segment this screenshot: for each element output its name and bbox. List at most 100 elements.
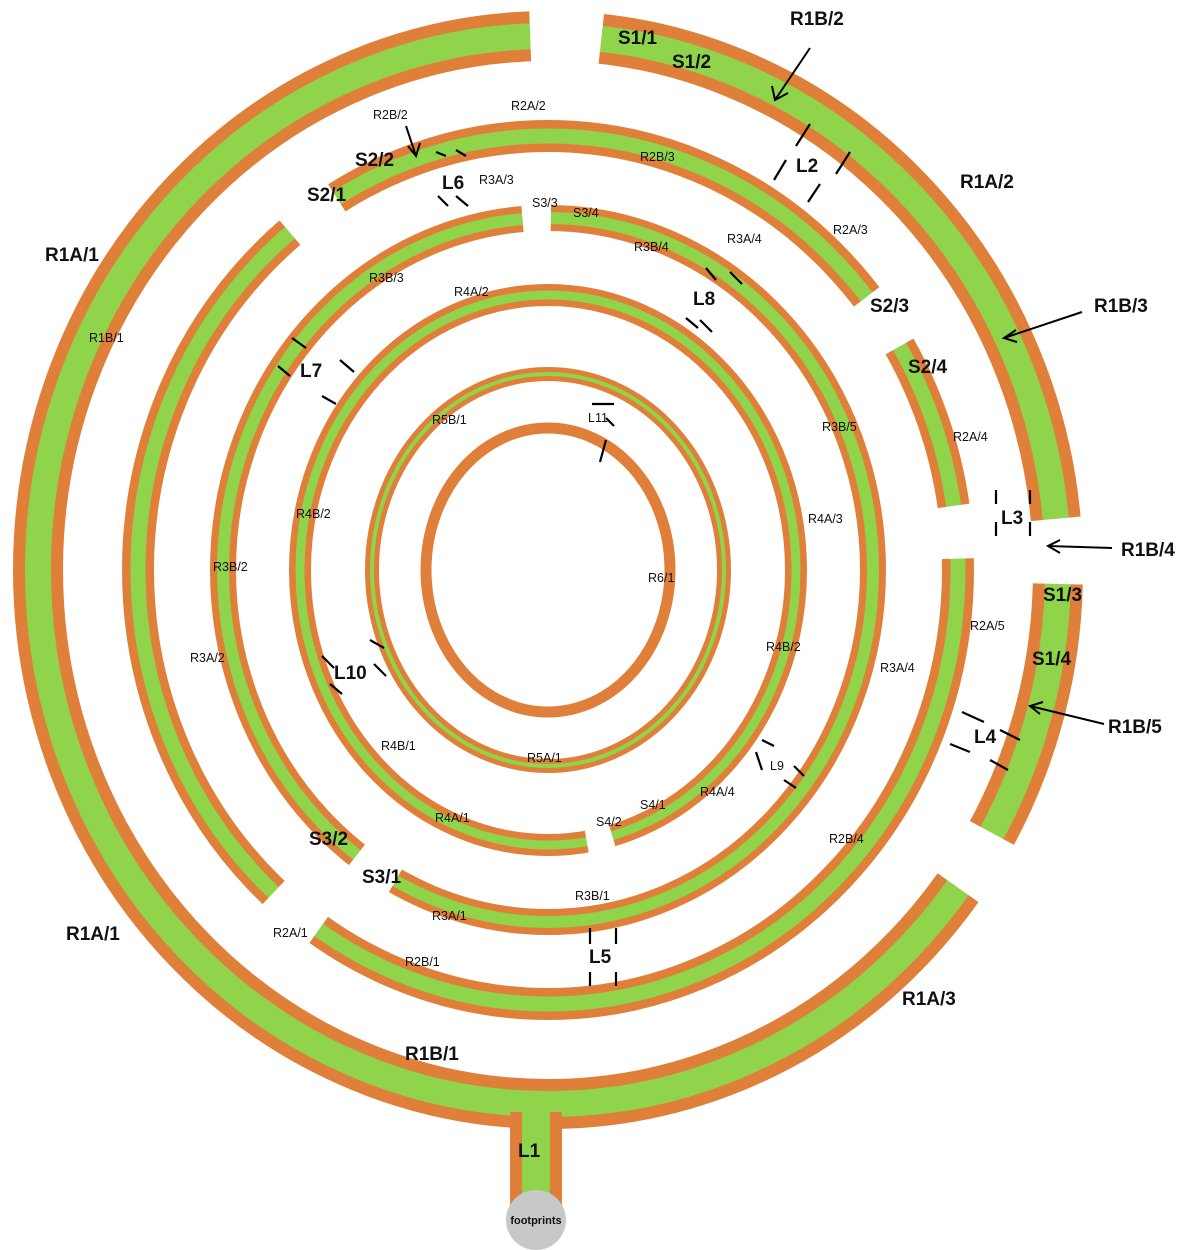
label-l5: L5 xyxy=(589,947,612,968)
link-tick-27 xyxy=(705,267,717,281)
ring-gap-6 xyxy=(934,503,977,560)
label-s3-4: S3/4 xyxy=(573,206,599,220)
link-tick-13 xyxy=(949,742,971,754)
label-r3b-1: R3B/1 xyxy=(575,889,610,903)
label-r4a-2: R4A/2 xyxy=(454,285,489,299)
label-r1b-5: R1B/5 xyxy=(1108,717,1162,738)
label-r6-1: R6/1 xyxy=(648,571,674,585)
label-r2a-3: R2A/3 xyxy=(833,223,868,237)
arrow-r1b-5 xyxy=(1027,701,1105,725)
label-l9: L9 xyxy=(770,759,784,773)
label-r4a-1: R4A/1 xyxy=(435,811,470,825)
label-r1b-2: R1B/2 xyxy=(790,9,844,30)
label-r3b-3: R3B/3 xyxy=(369,271,404,285)
ring-gap-10 xyxy=(584,822,617,856)
label-r4a-4: R4A/4 xyxy=(700,785,735,799)
label-r3b-4: R3B/4 xyxy=(634,240,669,254)
link-tick-26 xyxy=(321,395,337,405)
label-r3a-4-top: R3A/4 xyxy=(727,232,762,246)
ring-4-fill xyxy=(295,290,801,850)
label-r4b-1: R4B/1 xyxy=(381,739,416,753)
label-r2a-2: R2A/2 xyxy=(511,99,546,113)
label-r1a-3: R1A/3 xyxy=(902,989,956,1010)
label-l10: L10 xyxy=(334,663,367,684)
label-r2b-3: R2B/3 xyxy=(640,150,675,164)
label-s2-1: S2/1 xyxy=(307,185,347,206)
label-s4-2: S4/2 xyxy=(596,815,622,829)
link-tick-29 xyxy=(685,317,699,329)
link-tick-12 xyxy=(999,729,1021,741)
link-tick-24 xyxy=(339,359,355,373)
label-r2a-5: R2A/5 xyxy=(970,619,1005,633)
link-tick-41 xyxy=(598,439,608,463)
link-tick-38 xyxy=(783,779,797,789)
label-s3-3: S3/3 xyxy=(532,196,558,210)
ring-gap-7 xyxy=(260,878,330,946)
label-r2a-4: R2A/4 xyxy=(953,430,988,444)
label-r1b-4: R1B/4 xyxy=(1121,540,1175,561)
big-labels: S1/1 S1/2 S1/3 S1/4 S2/1 S2/2 S2/3 S2/4 … xyxy=(45,9,1175,1162)
ring-gap-9 xyxy=(347,842,404,895)
label-l3: L3 xyxy=(1001,508,1023,529)
link-tick-25 xyxy=(277,365,291,377)
label-s2-4: S2/4 xyxy=(908,357,948,378)
link-tick-30 xyxy=(699,319,713,333)
link-tick-4 xyxy=(835,151,851,175)
arrow-r1b-2 xyxy=(771,47,811,102)
link-tick-28 xyxy=(729,271,743,285)
label-s4-1: S4/1 xyxy=(640,798,666,812)
arrow-r2b-2 xyxy=(405,125,421,159)
label-r2b-2: R2B/2 xyxy=(373,108,408,122)
small-labels: R1B/1 R2A/1 R2A/2 R2A/3 R2A/4 R2A/5 R2B/… xyxy=(89,99,1005,969)
link-tick-20 xyxy=(455,149,467,157)
label-l1: L1 xyxy=(518,1141,541,1162)
link-tick-19 xyxy=(435,150,447,158)
ring-5-fill xyxy=(370,372,726,768)
link-tick-40 xyxy=(605,417,615,427)
label-r4b-2-right: R4B/2 xyxy=(766,640,801,654)
ring-gap-4 xyxy=(277,181,348,248)
link-tick-31 xyxy=(321,655,335,669)
label-r1a-1-bottom: R1A/1 xyxy=(66,924,120,945)
label-r1a-1-top: R1A/1 xyxy=(45,245,99,266)
label-r1b-3: R1B/3 xyxy=(1094,296,1148,317)
link-tick-6 xyxy=(807,183,821,203)
footprints-start-circle[interactable] xyxy=(506,1190,566,1250)
link-markers xyxy=(277,123,1032,1124)
label-r2b-4: R2B/4 xyxy=(829,832,864,846)
label-s2-3: S2/3 xyxy=(870,296,909,317)
label-r5b-1: R5B/1 xyxy=(432,413,467,427)
link-tick-36 xyxy=(754,751,764,771)
label-r3a-1: R3A/1 xyxy=(432,909,467,923)
ring-2-fill xyxy=(130,128,966,1012)
ring-3-fill xyxy=(217,212,879,928)
ring-gap-5 xyxy=(851,285,916,357)
label-l6: L6 xyxy=(442,173,464,194)
label-r2b-1: R2B/1 xyxy=(405,955,440,969)
label-s1-4: S1/4 xyxy=(1032,649,1072,670)
label-r5a-1: R5A/1 xyxy=(527,751,562,765)
link-tick-33 xyxy=(329,683,343,695)
label-l8: L8 xyxy=(693,289,715,310)
label-r4b-2-left: R4B/2 xyxy=(296,507,331,521)
link-tick-35 xyxy=(761,739,775,747)
label-r3a-2: R3A/2 xyxy=(190,651,225,665)
label-r1b-1-bottom: R1B/1 xyxy=(405,1044,459,1065)
footprints-label: footprints xyxy=(510,1215,561,1227)
label-r3a-3: R3A/3 xyxy=(479,173,514,187)
label-l7: L7 xyxy=(300,361,322,382)
entry-corridor-fill xyxy=(522,1112,550,1204)
label-s2-2: S2/2 xyxy=(355,150,394,171)
label-s3-1: S3/1 xyxy=(362,867,402,888)
ring-gap-3 xyxy=(934,819,1017,904)
start-area: footprints xyxy=(506,1112,566,1250)
label-s1-1: S1/1 xyxy=(618,28,658,49)
link-tick-5 xyxy=(773,159,787,181)
label-s1-3: S1/3 xyxy=(1043,585,1082,606)
label-r1b-1-side: R1B/1 xyxy=(89,331,124,345)
ring-gap-1 xyxy=(529,8,605,67)
ring-gaps xyxy=(260,8,1086,946)
label-r3b-2: R3B/2 xyxy=(213,560,248,574)
label-r1a-2: R1A/2 xyxy=(960,172,1014,193)
